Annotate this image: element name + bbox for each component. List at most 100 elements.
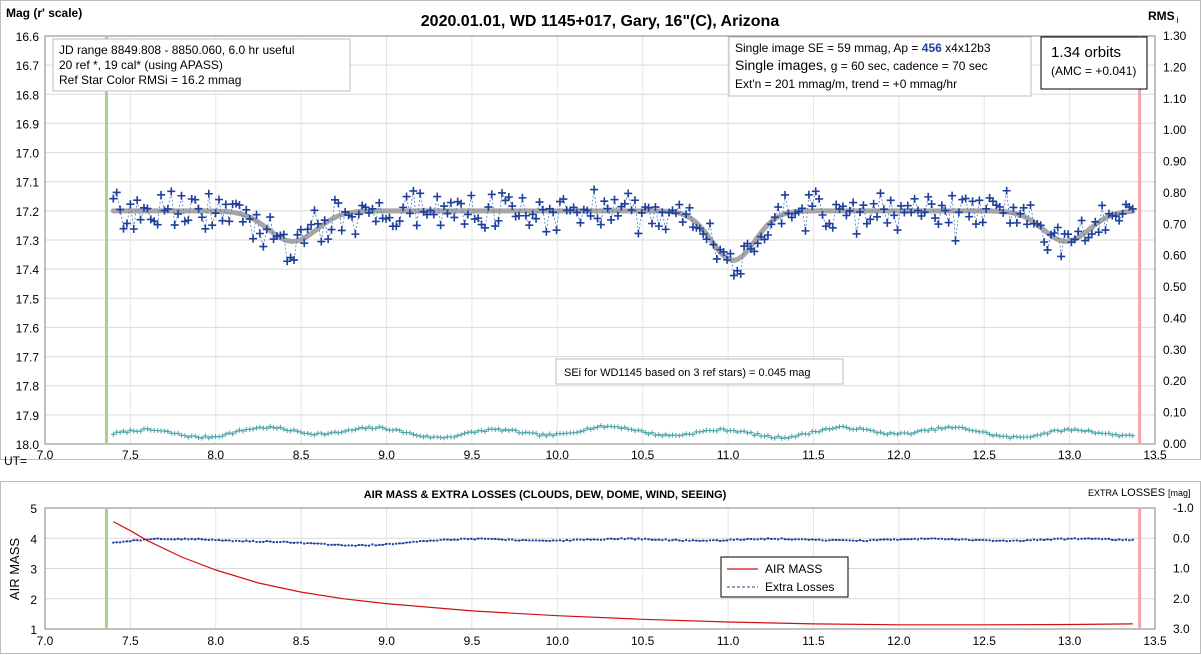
magnitude-point xyxy=(634,229,643,238)
extra-losses-line xyxy=(113,537,1133,547)
magnitude-point xyxy=(890,211,899,220)
magnitude-point xyxy=(484,203,493,212)
magnitude-point xyxy=(886,196,895,205)
top-y2-axis-label-sub: i xyxy=(1177,15,1179,25)
top-y-tick-label: 17.7 xyxy=(16,351,40,365)
magnitude-point xyxy=(661,225,670,234)
magnitude-point xyxy=(767,220,776,229)
magnitude-point xyxy=(521,211,530,220)
top-chart-title: 2020.01.01, WD 1145+017, Gary, 16"(C), A… xyxy=(421,13,780,30)
magnitude-point xyxy=(610,195,619,204)
air-mass-series xyxy=(113,521,1133,626)
magnitude-point xyxy=(590,185,599,194)
magnitude-point xyxy=(559,195,568,204)
magnitude-point xyxy=(133,196,142,205)
magnitude-point xyxy=(327,225,336,234)
extra-losses-point xyxy=(541,539,544,542)
magnitude-point xyxy=(808,202,817,211)
extra-losses-point xyxy=(719,539,722,542)
magnitude-point xyxy=(167,187,176,196)
extra-losses-point xyxy=(1026,539,1029,542)
info-left-line-2: 20 ref *, 19 cal* (using APASS) xyxy=(59,58,223,72)
extra-losses-point xyxy=(357,544,360,547)
extra-losses-point xyxy=(1131,538,1134,541)
magnitude-point xyxy=(671,209,680,218)
top-y2-tick-label: 0.20 xyxy=(1163,374,1187,388)
extra-losses-point xyxy=(930,537,933,540)
magnitude-point xyxy=(706,219,714,228)
magnitude-point xyxy=(937,201,946,210)
magnitude-point xyxy=(399,203,408,212)
magnitude-point xyxy=(852,229,861,238)
magnitude-point xyxy=(1040,237,1049,246)
magnitude-point xyxy=(467,191,476,200)
bottom-x-tick-label: 13.0 xyxy=(1058,634,1082,648)
info-box-right-frame xyxy=(728,36,1032,97)
magnitude-point xyxy=(215,195,224,204)
top-y-tick-label: 17.4 xyxy=(16,263,40,277)
bottom-legend: AIR MASS Extra Losses xyxy=(720,556,849,598)
extra-losses-point xyxy=(831,538,834,541)
top-x-tick-label: 11.0 xyxy=(717,448,740,462)
magnitude-point xyxy=(313,219,322,228)
top-x-tick-label: 9.0 xyxy=(378,448,395,462)
top-y2-axis-label: RMS i xyxy=(1148,9,1179,25)
top-x-tick-label: 7.0 xyxy=(37,448,54,462)
magnitude-point xyxy=(627,206,636,215)
top-x-tick-label: 8.5 xyxy=(293,448,310,462)
info-box-left-frame xyxy=(52,38,351,92)
magnitude-point xyxy=(303,225,312,234)
magnitude-point xyxy=(699,229,708,238)
extra-losses-point xyxy=(333,543,336,546)
extra-losses-point xyxy=(678,539,681,542)
extra-losses-point xyxy=(998,539,1001,542)
magnitude-point xyxy=(409,186,418,195)
magnitude-point xyxy=(702,235,711,244)
magnitude-point xyxy=(1064,230,1073,239)
top-x-tick-label: 10.0 xyxy=(546,448,570,462)
magnitude-point xyxy=(777,219,786,228)
se-annotation: SEi for WD1145 based on 3 ref stars) = 0… xyxy=(555,358,844,385)
magnitude-point xyxy=(982,204,991,213)
extra-losses-point xyxy=(132,539,135,542)
bottom-y2-tick-label: 2.0 xyxy=(1173,592,1190,606)
magnitude-point xyxy=(371,217,380,226)
magnitude-point xyxy=(365,208,374,217)
magnitude-point xyxy=(157,190,166,199)
top-y2-tick-label: 1.30 xyxy=(1163,29,1187,43)
magnitude-point xyxy=(494,216,503,225)
magnitude-point xyxy=(177,191,186,200)
extra-losses-point xyxy=(859,539,862,542)
magnitude-point xyxy=(596,220,605,229)
extra-losses-point xyxy=(838,538,841,541)
top-y2-tick-label: 0.50 xyxy=(1163,280,1187,294)
magnitude-point xyxy=(763,231,772,240)
extra-losses-point xyxy=(337,543,340,546)
top-y-axis-label: Mag (r' scale) xyxy=(6,6,82,20)
magnitude-point xyxy=(310,206,319,215)
extra-losses-point xyxy=(565,538,568,541)
magnitude-point xyxy=(290,256,299,265)
extra-losses-point xyxy=(954,538,957,541)
magnitude-point xyxy=(603,204,612,213)
magnitude-point xyxy=(685,203,694,212)
magnitude-point xyxy=(487,190,496,199)
magnitude-point xyxy=(856,207,865,216)
magnitude-point xyxy=(743,239,752,248)
model-line xyxy=(110,208,1136,263)
extra-losses-point xyxy=(1087,537,1090,540)
magnitude-point xyxy=(112,188,121,197)
legend-extra-losses-label: Extra Losses xyxy=(765,580,834,594)
extra-losses-point xyxy=(879,538,882,541)
info-right-line-1-suffix: x4x12b3 xyxy=(942,41,991,55)
magnitude-point xyxy=(811,187,820,196)
extra-losses-point xyxy=(1114,539,1117,542)
extra-losses-point xyxy=(453,538,456,541)
top-y-tick-label: 17.9 xyxy=(16,409,40,423)
magnitude-point xyxy=(385,213,394,222)
magnitude-point xyxy=(941,206,950,215)
magnitude-point xyxy=(948,191,957,200)
magnitude-point xyxy=(450,213,459,222)
magnitude-point xyxy=(586,211,595,220)
extra-losses-point xyxy=(1063,538,1066,541)
